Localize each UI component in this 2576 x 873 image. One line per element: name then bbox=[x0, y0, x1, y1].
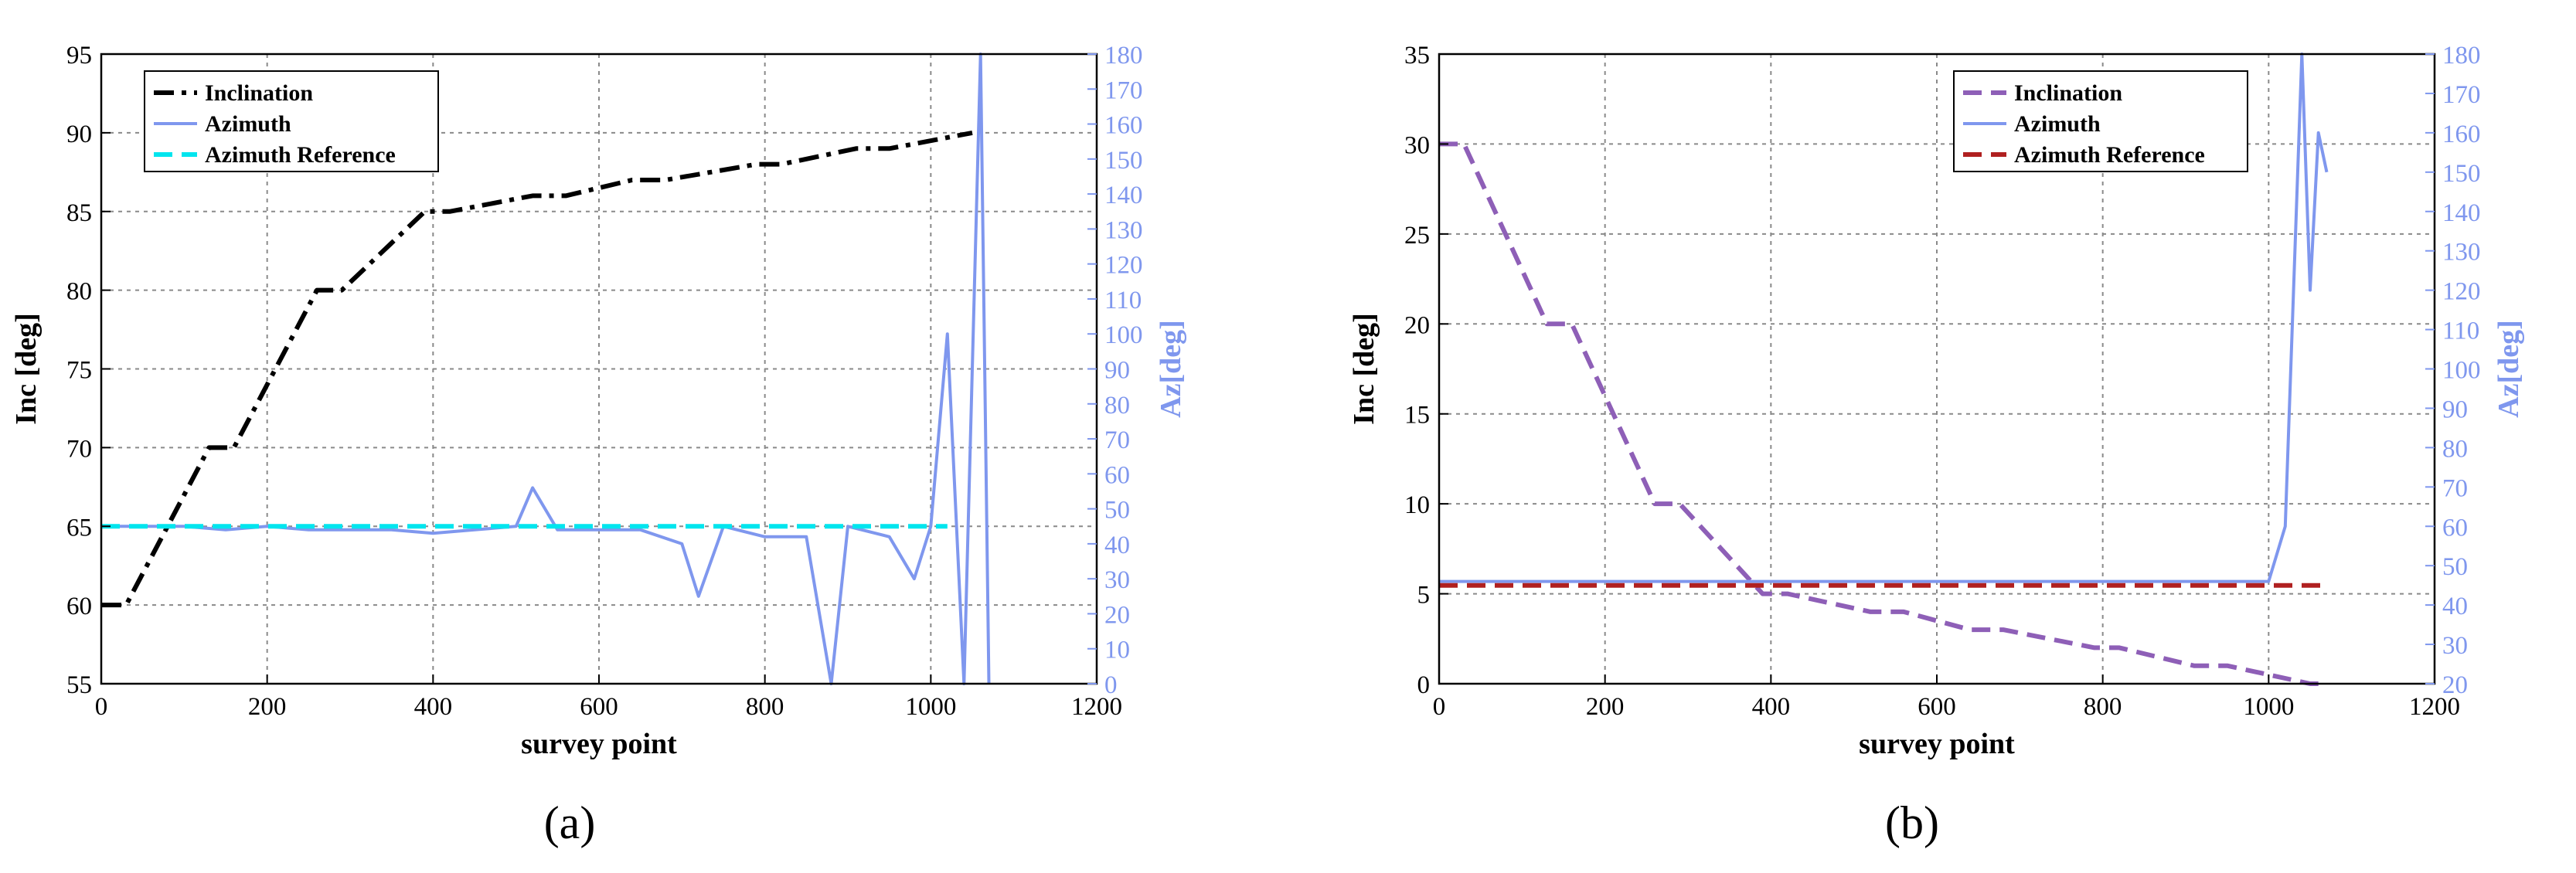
legend-entry: Azimuth Reference bbox=[2014, 142, 2205, 168]
y-tick-label: 55 bbox=[66, 671, 92, 699]
x-tick-label: 800 bbox=[746, 693, 784, 721]
y-tick-label: 10 bbox=[1404, 491, 1430, 519]
y-right-tick-label: 80 bbox=[1104, 392, 1130, 420]
y-right-tick-label: 100 bbox=[1104, 321, 1143, 349]
legend-entry: Azimuth bbox=[2014, 111, 2101, 137]
x-axis-label: survey point bbox=[1859, 728, 2015, 760]
x-axis-label: survey point bbox=[521, 728, 677, 760]
y-right-tick-label: 80 bbox=[2442, 435, 2468, 463]
y-right-tick-label: 70 bbox=[2442, 474, 2468, 502]
y-axis-label: Inc [deg] bbox=[1348, 313, 1380, 425]
y-right-tick-label: 60 bbox=[1104, 461, 1130, 489]
y-right-tick-label: 150 bbox=[1104, 147, 1143, 175]
x-tick-label: 200 bbox=[248, 693, 287, 721]
legend-entry: Inclination bbox=[2014, 80, 2122, 106]
x-tick-label: 1200 bbox=[1071, 693, 1122, 721]
x-tick-label: 600 bbox=[580, 693, 618, 721]
y-axis-label: Inc [deg] bbox=[10, 313, 43, 425]
y-right-tick-label: 160 bbox=[1104, 112, 1143, 140]
y-tick-label: 70 bbox=[66, 435, 92, 463]
y-right-tick-label: 90 bbox=[2442, 396, 2468, 423]
y-tick-label: 85 bbox=[66, 199, 92, 227]
y-right-tick-label: 140 bbox=[2442, 199, 2481, 227]
y-right-tick-label: 50 bbox=[1104, 497, 1130, 525]
y-right-tick-label: 70 bbox=[1104, 426, 1130, 454]
y-right-tick-label: 110 bbox=[1104, 287, 1142, 314]
y-right-tick-label: 30 bbox=[1104, 566, 1130, 594]
y-right-tick-label: 20 bbox=[2442, 671, 2468, 699]
y-right-axis-label: Az[deg] bbox=[1155, 320, 1187, 418]
series-line-azimuth bbox=[101, 53, 991, 685]
x-tick-label: 0 bbox=[1433, 693, 1446, 721]
x-tick-label: 600 bbox=[1918, 693, 1956, 721]
y-right-tick-label: 60 bbox=[2442, 514, 2468, 542]
y-right-tick-label: 100 bbox=[2442, 357, 2481, 385]
y-right-tick-label: 120 bbox=[2442, 278, 2481, 306]
legend: Inclination Azimuth Azimuth Reference bbox=[144, 70, 439, 172]
y-right-tick-label: 130 bbox=[1104, 216, 1143, 244]
y-tick-label: 0 bbox=[1417, 671, 1431, 699]
y-right-tick-label: 170 bbox=[2442, 81, 2481, 109]
x-tick-label: 400 bbox=[414, 693, 453, 721]
y-right-tick-label: 180 bbox=[1104, 42, 1143, 70]
series-line-inclination bbox=[1439, 141, 2327, 686]
series-line-azimuth bbox=[1439, 53, 2329, 583]
x-tick-label: 400 bbox=[1752, 693, 1791, 721]
x-tick-label: 0 bbox=[95, 693, 108, 721]
x-tick-label: 800 bbox=[2084, 693, 2122, 721]
y-tick-label: 65 bbox=[66, 514, 92, 542]
y-right-tick-label: 130 bbox=[2442, 239, 2481, 267]
y-right-tick-label: 90 bbox=[1104, 357, 1130, 385]
panel-label: (a) bbox=[544, 797, 596, 848]
series-line-inclination bbox=[101, 130, 973, 608]
y-right-tick-label: 20 bbox=[1104, 601, 1130, 629]
legend-entry: Azimuth bbox=[205, 111, 291, 137]
y-right-tick-label: 170 bbox=[1104, 76, 1143, 104]
legend: Inclination Azimuth Azimuth Reference bbox=[1953, 70, 2248, 172]
chart-panel-a: 0 200 400 600 800 1000 1200 55 60 65 70 75 80 85 90 95 0… bbox=[10, 42, 1187, 848]
y-tick-label: 75 bbox=[66, 357, 92, 385]
panel-label: (b) bbox=[1885, 797, 1939, 848]
y-right-tick-label: 40 bbox=[2442, 593, 2468, 620]
y-tick-label: 60 bbox=[66, 593, 92, 620]
y-right-tick-label: 120 bbox=[1104, 252, 1143, 280]
y-tick-label: 35 bbox=[1404, 42, 1430, 70]
y-tick-label: 30 bbox=[1404, 131, 1430, 159]
y-right-tick-label: 160 bbox=[2442, 121, 2481, 148]
y-right-tick-label: 150 bbox=[2442, 160, 2481, 188]
y-right-tick-label: 110 bbox=[2442, 318, 2479, 345]
y-right-tick-label: 180 bbox=[2442, 42, 2481, 70]
y-right-tick-label: 30 bbox=[2442, 632, 2468, 660]
legend-entry: Azimuth Reference bbox=[205, 142, 396, 168]
y-tick-label: 95 bbox=[66, 42, 92, 70]
chart-panel-b: 0 200 400 600 800 1000 1200 0 5 10 15 20 25 30 35 20 30 4… bbox=[1348, 42, 2525, 848]
y-right-axis-label: Az[deg] bbox=[2493, 320, 2525, 418]
y-right-tick-label: 50 bbox=[2442, 553, 2468, 581]
y-tick-label: 80 bbox=[66, 278, 92, 306]
y-tick-label: 25 bbox=[1404, 222, 1430, 250]
y-right-tick-label: 40 bbox=[1104, 532, 1130, 559]
legend-entry: Inclination bbox=[205, 80, 313, 106]
x-tick-label: 200 bbox=[1586, 693, 1625, 721]
y-tick-label: 90 bbox=[66, 121, 92, 148]
y-right-tick-label: 10 bbox=[1104, 637, 1130, 664]
x-tick-label: 1200 bbox=[2409, 693, 2460, 721]
y-tick-label: 5 bbox=[1417, 582, 1431, 610]
x-tick-label: 1000 bbox=[905, 693, 956, 721]
y-tick-label: 15 bbox=[1404, 402, 1430, 430]
y-right-tick-label: 0 bbox=[1104, 671, 1118, 699]
y-right-tick-label: 140 bbox=[1104, 182, 1143, 209]
y-tick-label: 20 bbox=[1404, 311, 1430, 339]
x-tick-label: 1000 bbox=[2243, 693, 2294, 721]
